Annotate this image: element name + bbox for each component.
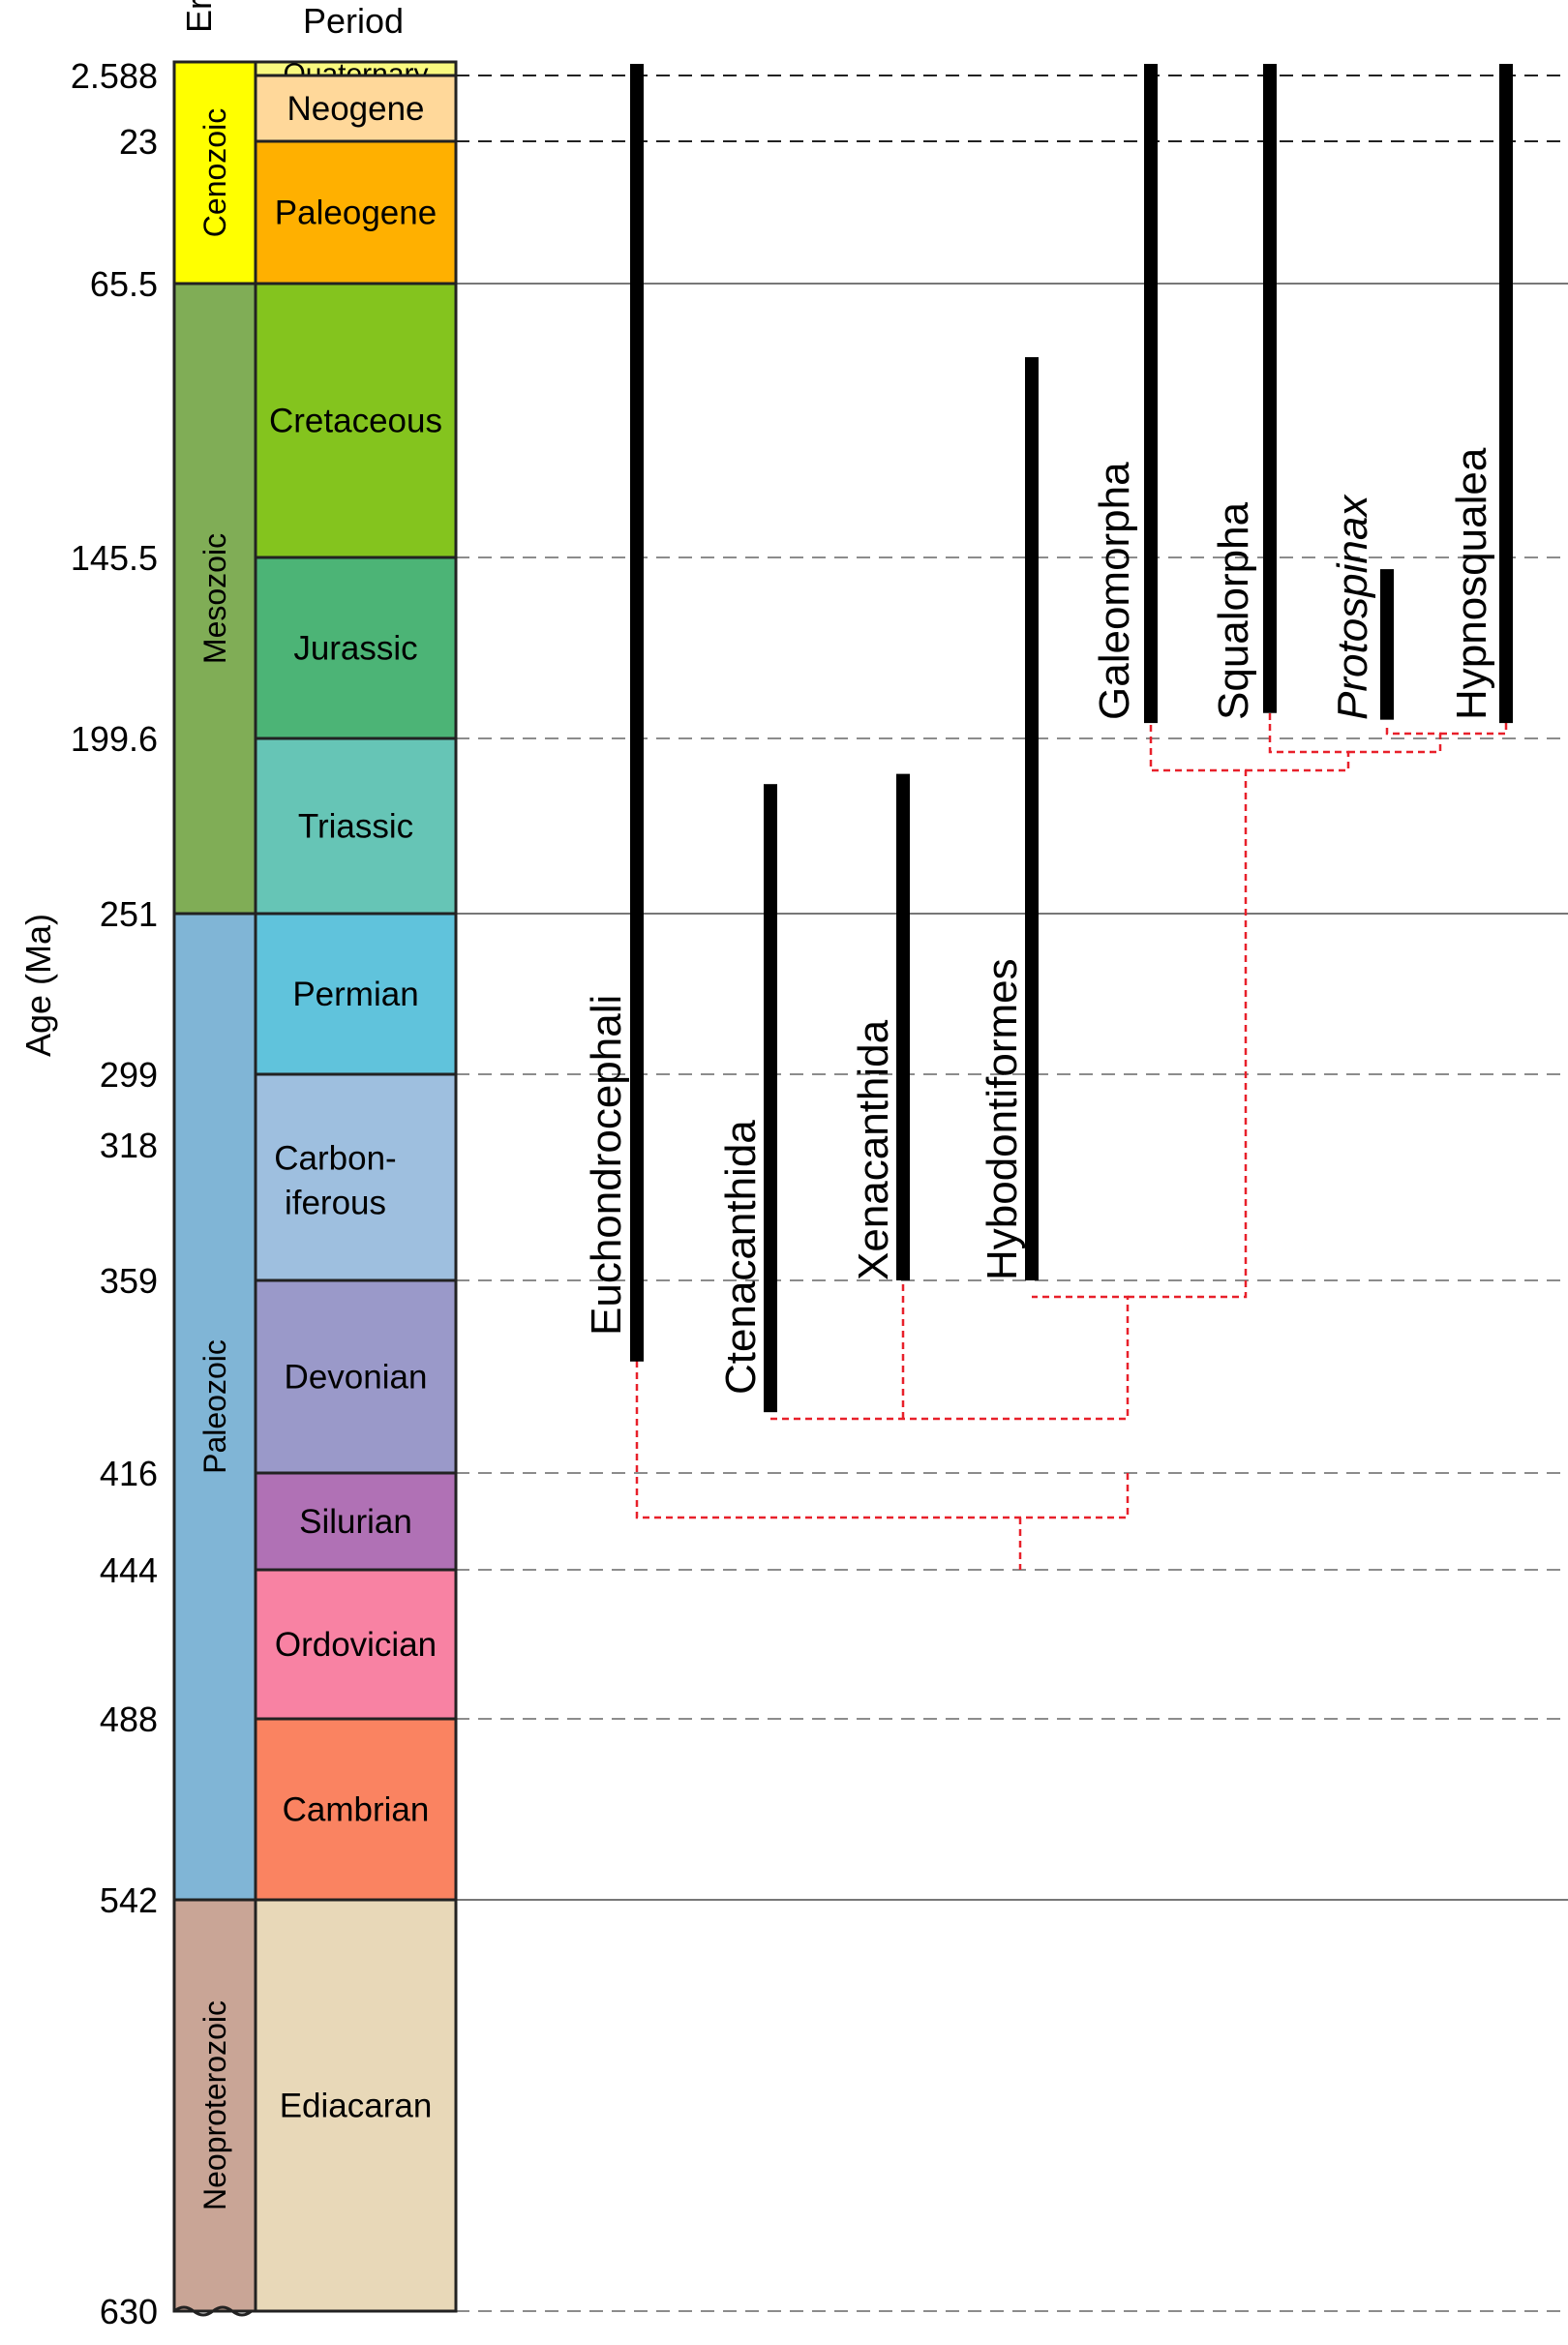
period-box-8 bbox=[254, 1278, 458, 1475]
ghost-lineage-3 bbox=[1128, 720, 1248, 1299]
y-axis-title: Age (Ma) bbox=[18, 914, 58, 1057]
age-label-7: 318 bbox=[100, 1126, 158, 1165]
age-axis-labels: 2.588 23 65.5 145.5 199.6 251 299 318 359 416 444 4… bbox=[71, 56, 158, 2331]
era-label-cenozoic: Cenozoic bbox=[197, 108, 232, 237]
period-box-3 bbox=[254, 282, 458, 559]
unconformity-mark bbox=[173, 2305, 253, 2317]
period-label-10: Ordovician bbox=[275, 1626, 437, 1664]
age-label-12: 542 bbox=[100, 1880, 158, 1920]
period-label-11: Cambrian bbox=[283, 1791, 430, 1829]
period-label-8: Devonian bbox=[285, 1359, 428, 1397]
period-box-9 bbox=[254, 1471, 458, 1572]
age-label-13: 630 bbox=[100, 2292, 158, 2331]
period-label-2: Paleogene bbox=[275, 195, 437, 232]
period-box-11 bbox=[254, 1717, 458, 1902]
era-header: Era bbox=[179, 0, 219, 33]
era-label-mesozoic: Mesozoic bbox=[197, 533, 232, 664]
period-column: QuaternaryNeogenePaleogeneCretaceousJura… bbox=[173, 58, 458, 2317]
range-bar-hypnosqualea bbox=[1499, 64, 1513, 724]
age-label-8: 359 bbox=[100, 1261, 158, 1301]
taxon-label-hybodontiformes: Hybodontiformes bbox=[979, 958, 1026, 1280]
period-box-7 bbox=[254, 1072, 458, 1282]
age-label-5: 251 bbox=[100, 894, 158, 934]
age-label-6: 299 bbox=[100, 1055, 158, 1095]
era-box-cenozoic bbox=[172, 60, 257, 286]
period-header: Period bbox=[303, 1, 404, 41]
ghost-lineage-2 bbox=[770, 1295, 1130, 1421]
period-box-12 bbox=[254, 1898, 458, 2313]
period-box-2 bbox=[254, 139, 458, 286]
taxon-label-squalorpha: Squalorpha bbox=[1210, 501, 1257, 720]
era-label-paleozoic: Paleozoic bbox=[197, 1339, 232, 1474]
period-box-1 bbox=[254, 74, 458, 143]
age-label-11: 488 bbox=[100, 1699, 158, 1739]
taxon-label-ctenacanthida: Ctenacanthida bbox=[717, 1120, 765, 1395]
period-label-7: Carbon- bbox=[274, 1140, 396, 1178]
period-label-6: Permian bbox=[292, 976, 418, 1013]
range-bar-hybodontiformes bbox=[1025, 357, 1039, 1280]
ghost-lineage-7 bbox=[1440, 720, 1508, 736]
range-bar-protospinax bbox=[1380, 569, 1394, 720]
range-bar-ctenacanthida bbox=[764, 784, 777, 1413]
period-label-12: Ediacaran bbox=[280, 2088, 433, 2125]
age-label-3: 145.5 bbox=[71, 538, 158, 578]
age-label-4: 199.6 bbox=[71, 719, 158, 759]
ghost-lineage-5 bbox=[1246, 720, 1350, 772]
era-box-mesozoic bbox=[172, 282, 257, 916]
range-bar-euchondrocephali bbox=[630, 64, 644, 1362]
taxon-label-euchondrocephali: Euchondrocephali bbox=[583, 995, 630, 1336]
period-label-7-line2: iferous bbox=[285, 1185, 386, 1222]
era-label-neoproterozoic: Neoproterozoic bbox=[197, 2000, 232, 2210]
period-box-4 bbox=[254, 556, 458, 740]
age-label-9: 416 bbox=[100, 1454, 158, 1493]
age-label-2: 65.5 bbox=[90, 264, 158, 304]
column-headers: Era Period Age (Ma) bbox=[18, 0, 404, 1057]
taxon-range-bars bbox=[630, 64, 1513, 1413]
era-column: Cenozoic Mesozoic Paleozoic Neoproterozoic bbox=[172, 60, 257, 2313]
age-label-1: 23 bbox=[119, 122, 158, 162]
period-box-5 bbox=[254, 737, 458, 916]
ghost-lineage-0 bbox=[635, 1349, 1130, 1519]
period-label-4: Jurassic bbox=[293, 630, 417, 668]
taxon-label-xenacanthida: Xenacanthida bbox=[850, 1019, 897, 1280]
period-box-6 bbox=[254, 912, 458, 1076]
taxon-labels: Euchondrocephali Ctenacanthida Xenacanthid… bbox=[583, 447, 1495, 1395]
era-box-paleozoic bbox=[172, 912, 257, 1902]
period-label-5: Triassic bbox=[298, 808, 413, 846]
range-bar-squalorpha bbox=[1263, 64, 1277, 713]
range-bar-xenacanthida bbox=[896, 773, 910, 1280]
age-label-10: 444 bbox=[100, 1550, 158, 1590]
range-bar-galeomorpha bbox=[1144, 64, 1158, 724]
age-label-0: 2.588 bbox=[71, 56, 158, 96]
taxon-label-galeomorpha: Galeomorpha bbox=[1091, 462, 1138, 720]
taxon-label-protospinax: Protospinax bbox=[1329, 494, 1376, 720]
taxon-label-hypnosqualea: Hypnosqualea bbox=[1448, 447, 1495, 720]
period-label-1: Neogene bbox=[286, 90, 424, 128]
period-label-3: Cretaceous bbox=[269, 403, 442, 440]
period-label-9: Silurian bbox=[299, 1503, 412, 1541]
